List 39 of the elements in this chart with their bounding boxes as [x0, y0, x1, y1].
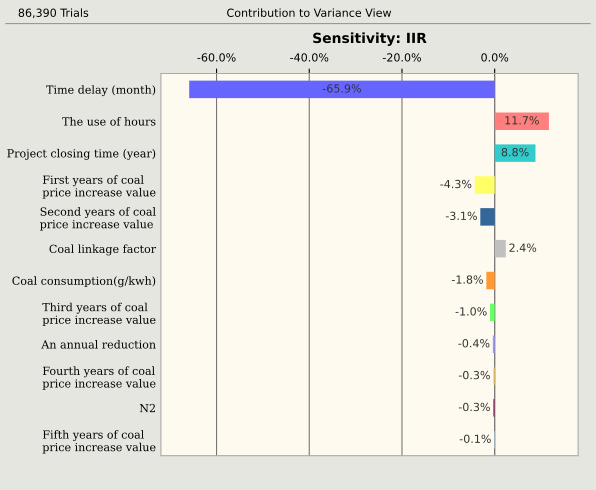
- data-label: 2.4%: [509, 243, 536, 252]
- y-tick-label: The use of hours: [62, 117, 156, 126]
- y-tick-label: Project closing time (year): [7, 148, 156, 160]
- y-tick-label: Fifth years of coal price increase value: [42, 430, 156, 454]
- text: 86,390 Trials: [18, 8, 88, 18]
- x-tick-label: 0.0%: [481, 53, 508, 62]
- data-label: -65.9%: [322, 84, 361, 93]
- y-tick-label: Second years of coal price increase value: [40, 207, 156, 230]
- y-tick-label: Coal consumption(g/kwh): [12, 276, 156, 288]
- y-tick-label: Fourth years of coal price increase value: [42, 366, 156, 390]
- data-label: -0.3%: [458, 402, 490, 412]
- bar: [494, 144, 536, 162]
- bar: [490, 304, 495, 322]
- data-label: -1.0%: [456, 307, 487, 316]
- data-label: -3.1%: [446, 212, 477, 220]
- y-tick-label: Third years of coal price increase value: [42, 302, 156, 326]
- bar: [189, 80, 495, 98]
- bar: [494, 240, 506, 258]
- data-label: -0.3%: [458, 370, 490, 380]
- x-tick-label: -60.0%: [197, 53, 236, 62]
- data-label: -0.4%: [458, 339, 490, 348]
- y-tick-label: N2: [140, 404, 155, 412]
- y-tick-label: Time delay (month): [46, 85, 156, 96]
- bar: [480, 208, 495, 226]
- bar: [474, 176, 495, 194]
- y-tick-label: An annual reduction: [41, 340, 156, 349]
- y-tick-label: Coal linkage factor: [50, 244, 156, 256]
- data-label: -1.8%: [452, 275, 483, 284]
- data-label: 8.8%: [502, 148, 529, 156]
- data-label: -4.3%: [440, 180, 472, 188]
- text: Contribution to Variance View: [227, 8, 392, 17]
- y-tick-label: First years of coal price increase value: [42, 175, 156, 199]
- bar: [494, 112, 549, 130]
- chart-title: Sensitivity: IIR: [313, 32, 427, 46]
- bar: [486, 272, 495, 290]
- data-label: -0.1%: [460, 434, 491, 443]
- data-label: 11.7%: [505, 116, 539, 124]
- x-tick-label: -20.0%: [382, 53, 422, 62]
- x-tick-label: -40.0%: [290, 53, 328, 62]
